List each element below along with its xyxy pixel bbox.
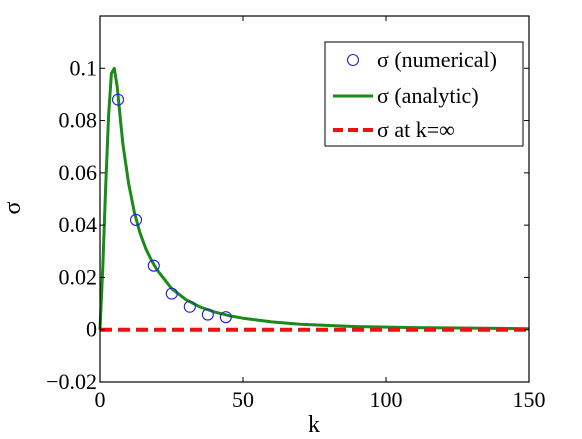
y-tick-label: 0.08: [59, 108, 98, 133]
y-tick-label: 0.06: [59, 160, 98, 185]
x-tick-label: 150: [513, 387, 546, 412]
y-tick-label: 0.1: [70, 55, 98, 80]
legend-label: σ (numerical): [377, 47, 497, 72]
y-axis-label: σ: [0, 201, 26, 214]
numerical-point: [129, 213, 143, 226]
x-tick-label: 0: [95, 387, 106, 412]
legend-marker-numerical: [346, 53, 360, 67]
x-tick-label: 100: [370, 387, 403, 412]
x-axis-label: k: [308, 412, 320, 438]
plot-frame: [99, 15, 530, 383]
numerical-point: [111, 93, 125, 106]
x-tick-label: 50: [232, 387, 254, 412]
legend-label: σ at k=∞: [377, 117, 455, 142]
legend: σ (numerical) σ (analytic) σ at k=∞: [324, 41, 524, 147]
numerical-point: [219, 311, 232, 324]
x-axis: 0 50 100 150: [95, 16, 546, 412]
numerical-point: [165, 287, 178, 300]
plot-content: [98, 66, 530, 332]
y-tick-label: 0.04: [59, 212, 98, 237]
numerical-point: [147, 259, 160, 272]
y-tick-label: −0.02: [46, 369, 97, 394]
numerical-point: [201, 308, 214, 321]
y-axis: −0.02 0 0.02 0.04 0.06 0.08 0.1: [46, 55, 529, 394]
numerical-point: [183, 300, 196, 313]
legend-label: σ (analytic): [377, 83, 479, 108]
y-tick-label: 0: [86, 317, 97, 342]
y-tick-label: 0.02: [59, 264, 98, 289]
